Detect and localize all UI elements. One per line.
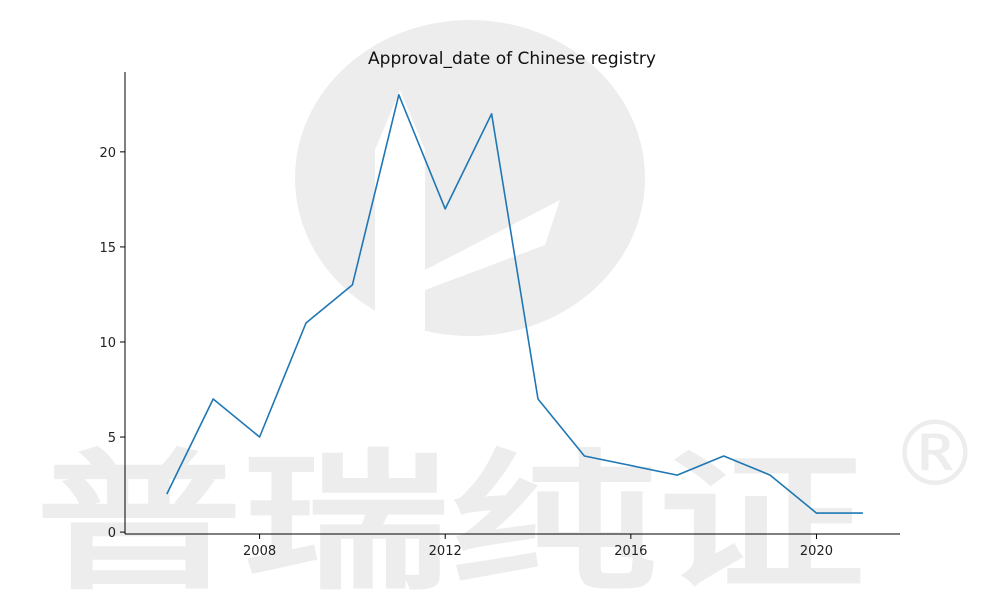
y-tick-label: 10 <box>99 336 116 351</box>
y-tick-label: 5 <box>108 431 116 446</box>
y-axis-ticks: 0 5 10 15 20 <box>99 146 125 541</box>
watermark-swoosh <box>425 200 560 290</box>
x-axis-ticks: 2008 2012 2016 2020 <box>243 534 833 559</box>
watermark-registered-mark: ® <box>890 402 980 507</box>
y-tick-label: 20 <box>99 146 116 161</box>
watermark-logo: 普瑞纯证 ® <box>35 20 980 600</box>
chart-title: Approval_date of Chinese registry <box>368 49 656 69</box>
x-tick-label: 2008 <box>243 544 276 559</box>
series-line <box>166 94 863 514</box>
x-tick-label: 2012 <box>429 544 462 559</box>
x-tick-label: 2020 <box>800 544 833 559</box>
y-tick-label: 0 <box>108 526 116 541</box>
x-tick-label: 2016 <box>614 544 647 559</box>
watermark-cutout <box>375 90 425 330</box>
y-tick-label: 15 <box>99 241 116 256</box>
watermark-text: 普瑞纯证 <box>35 437 865 600</box>
